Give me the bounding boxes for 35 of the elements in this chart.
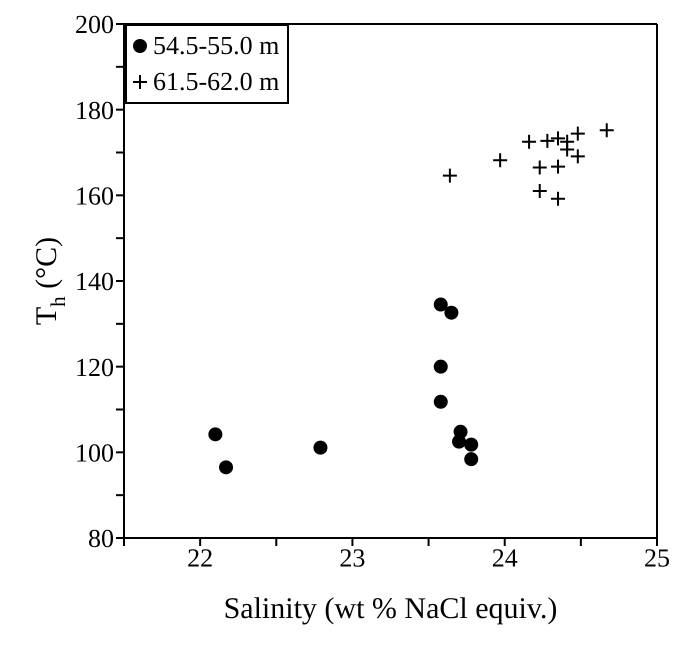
legend-label: 61.5-62.0 m <box>153 66 280 98</box>
point <box>532 183 548 200</box>
point <box>550 190 566 207</box>
point <box>550 158 566 175</box>
y-tick-label: 100 <box>75 438 114 468</box>
point <box>598 122 615 138</box>
x-tick-label: 25 <box>644 543 670 572</box>
point <box>539 132 556 149</box>
y-tick-label: 140 <box>75 267 114 296</box>
point <box>464 438 478 452</box>
point <box>434 394 448 409</box>
point <box>464 452 478 466</box>
x-tick-label: 24 <box>492 543 518 572</box>
point <box>434 298 448 312</box>
x-tick-label: 23 <box>339 543 366 572</box>
point <box>532 159 548 176</box>
y-tick-label: 120 <box>75 352 114 382</box>
point <box>444 306 458 320</box>
legend-label: 54.5-55.0 m <box>153 30 280 62</box>
y-tick-label: 80 <box>88 524 114 554</box>
point <box>313 440 328 455</box>
point <box>219 460 234 474</box>
point <box>570 126 586 142</box>
point <box>452 434 466 449</box>
x-axis-title: Salinity (wt % NaCl equiv.) <box>224 592 558 625</box>
point <box>521 134 538 150</box>
y-tick-label: 160 <box>75 182 114 211</box>
point <box>550 130 566 146</box>
point <box>492 152 508 168</box>
point <box>434 360 448 374</box>
point <box>442 168 458 184</box>
y-tick-label: 180 <box>75 96 114 125</box>
y-tick-label: 200 <box>75 10 114 40</box>
point <box>208 427 222 442</box>
x-tick-label: 22 <box>187 543 214 572</box>
